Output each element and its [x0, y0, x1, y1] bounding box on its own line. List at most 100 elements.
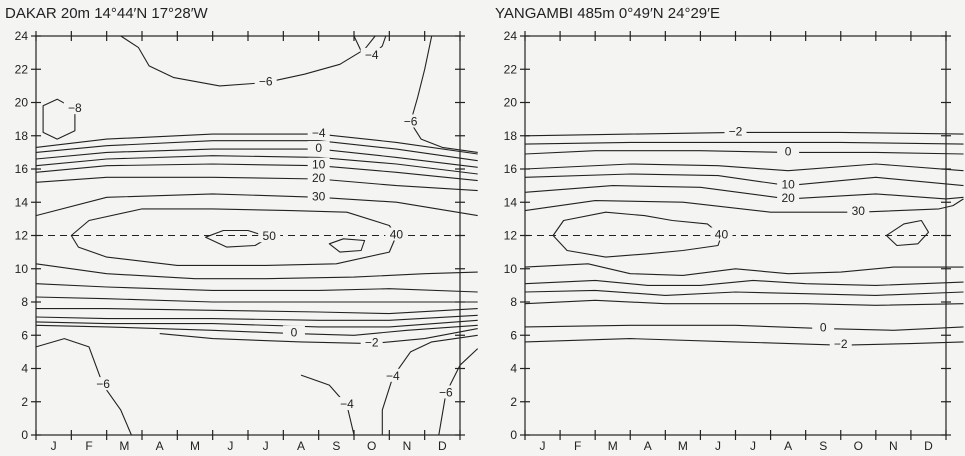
- y-tick-label: 14: [15, 195, 29, 209]
- contour-label-bg: [282, 325, 305, 339]
- contour-line: [524, 289, 964, 296]
- contour-line: [35, 193, 478, 217]
- x-tick-label: N: [889, 439, 898, 453]
- contour-line: [35, 296, 478, 303]
- contour-label-bg: [710, 227, 733, 241]
- contour-label-bg: [335, 397, 358, 411]
- x-tick-label: J: [51, 439, 57, 453]
- contour-label: −6: [96, 377, 110, 391]
- contour-line: [35, 314, 478, 321]
- y-tick-label: 10: [504, 262, 518, 276]
- x-tick-label: O: [367, 439, 376, 453]
- x-tick-label: N: [403, 439, 412, 453]
- contour-label: 30: [852, 204, 866, 218]
- y-tick-label: 14: [504, 195, 518, 209]
- contour-label-bg: [829, 337, 852, 351]
- x-tick-label: F: [85, 439, 92, 453]
- contour-label-bg: [307, 126, 330, 140]
- contour-label-bg: [847, 204, 870, 218]
- contour-line: [438, 348, 479, 436]
- contour-line: [35, 140, 478, 162]
- y-tick-label: 20: [15, 96, 29, 110]
- y-tick-label: 6: [21, 328, 28, 342]
- contour-line: [409, 35, 478, 153]
- contour-label-bg: [307, 141, 330, 155]
- contour-label-bg: [381, 368, 404, 382]
- contour-label: 50: [263, 229, 277, 243]
- x-tick-label: A: [644, 439, 652, 453]
- y-tick-label: 16: [504, 162, 518, 176]
- contour-label: 0: [785, 144, 792, 158]
- y-tick-label: 2: [21, 395, 28, 409]
- y-tick-label: 18: [504, 129, 518, 143]
- contour-line: [159, 328, 478, 345]
- contour-label-bg: [777, 190, 800, 204]
- chart-yangambi: YANGAMBI 485m 0°49′N 24°29′E 02468101214…: [495, 5, 964, 453]
- contour-label: −6: [439, 385, 453, 399]
- contour-label-bg: [254, 74, 277, 88]
- contour-label: 30: [312, 189, 326, 203]
- contour-label: 40: [715, 228, 729, 242]
- contour-label: −6: [404, 114, 418, 128]
- y-tick-label: 16: [15, 162, 29, 176]
- contour-line: [35, 283, 478, 293]
- y-tick-label: 8: [510, 295, 517, 309]
- y-tick-label: 12: [504, 229, 518, 243]
- contour-line: [885, 219, 930, 247]
- x-tick-label: M: [608, 439, 618, 453]
- contour-label: −8: [68, 101, 82, 115]
- contour-label: −4: [312, 126, 326, 140]
- y-tick-label: 18: [15, 129, 29, 143]
- contour-line: [524, 263, 964, 276]
- contour-line: [35, 133, 478, 155]
- contour-label-bg: [307, 170, 330, 184]
- contour-line: [524, 299, 964, 306]
- contours-yangambi: [524, 131, 964, 346]
- contour-label-bg: [777, 177, 800, 191]
- x-tick-label: J: [540, 439, 546, 453]
- contour-label: 40: [390, 228, 404, 242]
- contour-label-bg: [307, 157, 330, 171]
- y-tick-label: 22: [15, 62, 29, 76]
- contour-label: 0: [315, 141, 322, 155]
- contour-label: 20: [781, 191, 795, 205]
- contour-line: [328, 238, 366, 253]
- x-tick-label: M: [190, 439, 200, 453]
- y-tick-label: 4: [510, 362, 517, 376]
- contour-line: [524, 324, 964, 331]
- x-tick-label: S: [332, 439, 340, 453]
- y-tick-label: 8: [21, 295, 28, 309]
- contour-line: [524, 163, 964, 172]
- contour-line: [120, 35, 376, 87]
- contour-label: −2: [365, 336, 379, 350]
- contour-label-bg: [360, 47, 383, 61]
- contour-line: [524, 150, 964, 155]
- contour-label-bg: [777, 144, 800, 158]
- contour-line: [35, 176, 478, 192]
- y-tick-label: 10: [15, 262, 29, 276]
- y-tick-label: 20: [504, 96, 518, 110]
- contour-label: 0: [291, 326, 298, 340]
- x-tick-label: O: [854, 439, 863, 453]
- contour-label: 0: [820, 321, 827, 335]
- x-tick-label: S: [819, 439, 827, 453]
- y-tick-label: 0: [21, 428, 28, 442]
- contour-label-bg: [258, 229, 281, 243]
- contour-line: [35, 319, 478, 328]
- contour-label: −6: [259, 75, 273, 89]
- x-tick-label: D: [924, 439, 933, 453]
- y-tick-label: 2: [510, 395, 517, 409]
- contour-label: −2: [729, 124, 743, 138]
- contour-label-bg: [399, 114, 422, 128]
- contour-line: [552, 211, 723, 258]
- y-tick-label: 22: [504, 62, 518, 76]
- contour-label-bg: [63, 101, 86, 115]
- contour-line: [524, 338, 964, 346]
- contour-label: −4: [340, 397, 354, 411]
- x-tick-label: D: [438, 439, 447, 453]
- y-tick-label: 24: [15, 29, 29, 43]
- x-tick-label: A: [784, 439, 792, 453]
- y-tick-label: 6: [510, 328, 517, 342]
